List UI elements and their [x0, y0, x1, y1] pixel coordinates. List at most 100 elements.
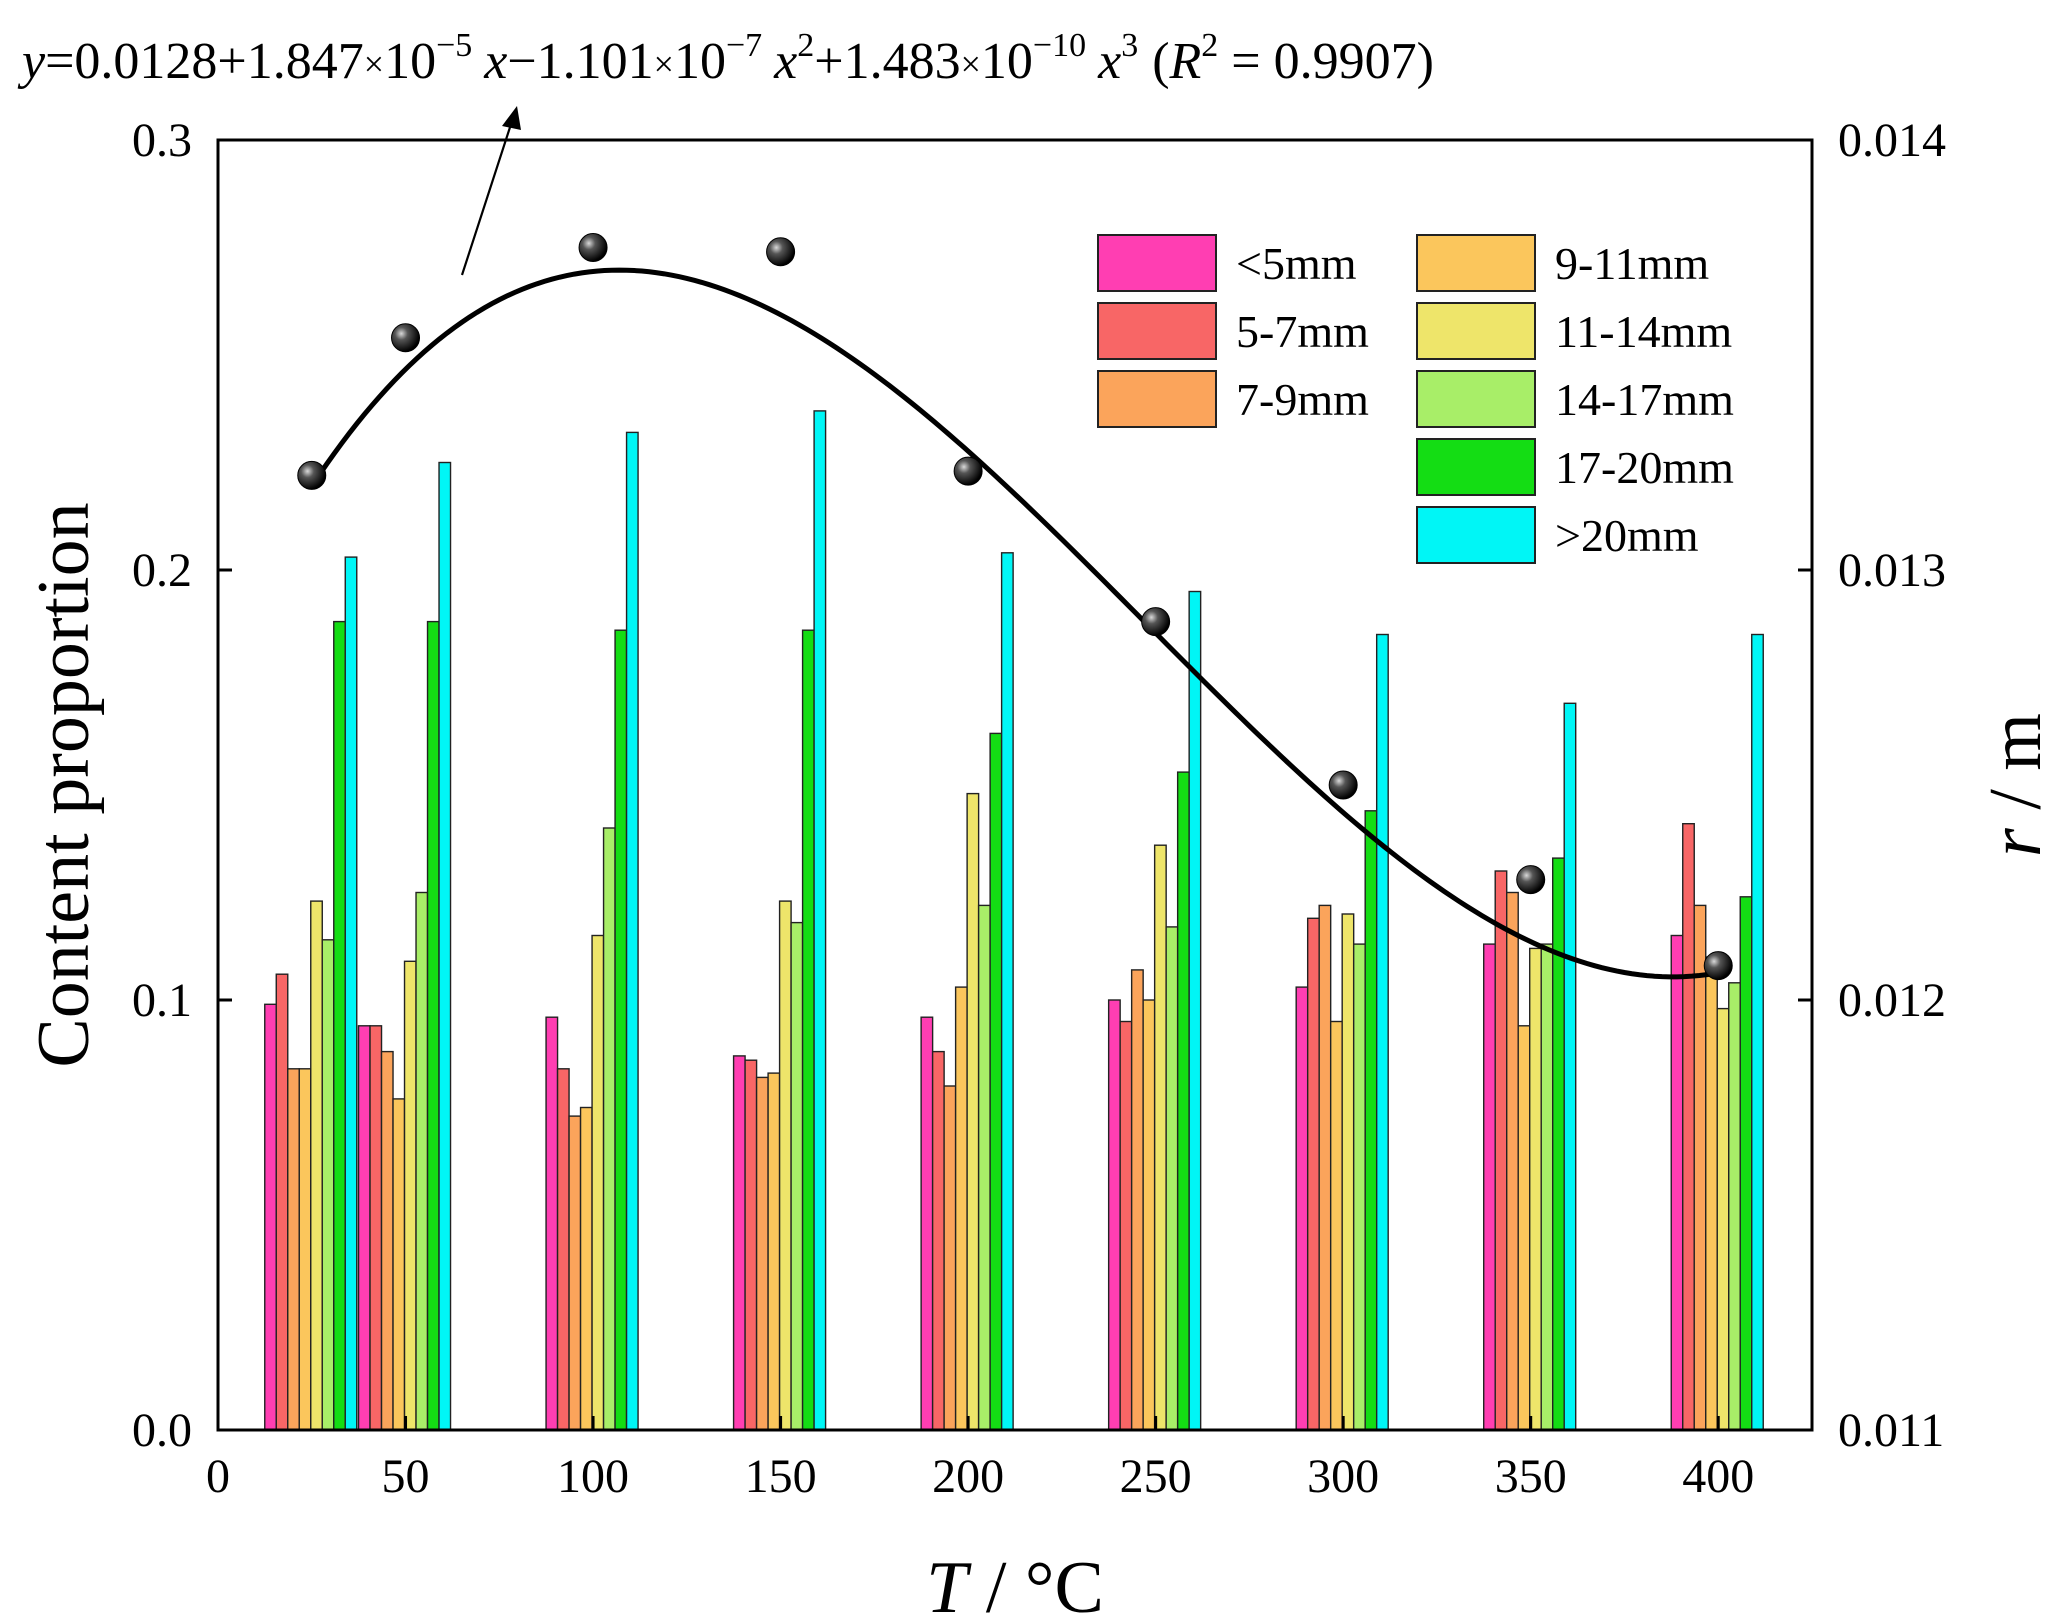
bar — [1107, 999, 1121, 1431]
eq-times-3: × — [961, 44, 981, 84]
bar — [426, 620, 440, 1431]
legend: <5mm 5-7mm 7-9mm 9-11mm 11-14mm 14-17mm 17-20m… — [1097, 234, 1734, 564]
bar — [1682, 823, 1695, 1431]
bar — [943, 1085, 957, 1431]
bar — [1329, 1020, 1343, 1431]
eq-y: y — [17, 33, 46, 90]
r-point — [1703, 951, 1733, 981]
bar — [310, 900, 323, 1431]
bar — [732, 1055, 746, 1431]
bar — [602, 827, 616, 1431]
r-point — [578, 233, 608, 262]
eq-exp-2: −7 — [726, 27, 762, 64]
bar — [977, 904, 991, 1431]
bar — [568, 1115, 582, 1431]
bar — [1176, 771, 1190, 1431]
r-point — [1516, 865, 1546, 895]
eq-r-open: ( — [1152, 33, 1169, 90]
y2-tick-label: 0.011 — [1838, 1404, 1944, 1457]
r-point — [1328, 770, 1358, 800]
y2-tick-label: 0.013 — [1838, 544, 1946, 597]
r-point — [766, 237, 796, 267]
eq-times-2: × — [654, 44, 674, 84]
bar — [1142, 999, 1156, 1431]
bar — [744, 1059, 758, 1431]
eq-sq: 2 — [797, 27, 814, 64]
bar — [1739, 896, 1753, 1431]
bar — [1153, 844, 1167, 1431]
eq-x-3: x — [1097, 33, 1121, 90]
x-axis-title: T / °C — [926, 1547, 1104, 1620]
bar — [801, 629, 815, 1431]
eq-R-sq: 2 — [1201, 27, 1218, 64]
x-tick-label: 100 — [557, 1450, 629, 1503]
x-tick-label: 200 — [932, 1450, 1004, 1503]
bar — [790, 921, 804, 1431]
bar — [392, 1098, 406, 1431]
r-point — [953, 456, 983, 486]
bar — [1552, 857, 1565, 1431]
legend-swatch — [1097, 234, 1217, 292]
bar — [1529, 947, 1542, 1431]
legend-label: 5-7mm — [1236, 306, 1369, 357]
bar — [767, 1072, 781, 1431]
y-tick-label: 0.3 — [132, 114, 192, 167]
bar — [344, 556, 358, 1431]
ticks-layer: 0 50 100 150 200 250 300 350 400 0.0 0.1 0.2 0.3 0.01… — [132, 114, 1946, 1503]
y-tick-label: 0.2 — [132, 544, 192, 597]
bar — [625, 431, 639, 1431]
y-tick-label: 0.1 — [132, 974, 192, 1027]
fit-equation: y=0.0128+1.847×10−5 x−1.101×10−7 x2+1.483×… — [17, 27, 1434, 90]
bar — [989, 732, 1003, 1431]
bar — [1375, 633, 1389, 1431]
eq-x-1: x — [483, 33, 507, 90]
bar — [931, 1050, 945, 1431]
bar — [1705, 956, 1718, 1431]
legend-swatch — [1416, 370, 1536, 428]
bar — [357, 1025, 371, 1431]
bar — [403, 960, 417, 1431]
bars-layer — [264, 410, 1764, 1431]
eq-lhs: =0.0128+1.847 — [45, 33, 364, 90]
legend-label: 14-17mm — [1555, 374, 1734, 425]
eq-ten-3: 10 — [981, 33, 1033, 90]
x-tick-label: 50 — [382, 1450, 430, 1503]
r-point — [297, 460, 327, 490]
bar — [556, 1068, 570, 1431]
legend-swatch — [1416, 302, 1536, 360]
eq-times-1: × — [364, 44, 384, 84]
bar — [264, 1003, 277, 1431]
bar — [1540, 943, 1554, 1431]
bar — [591, 934, 605, 1431]
bar — [1130, 969, 1144, 1431]
bar — [369, 1025, 383, 1431]
y2-tick-label: 0.014 — [1838, 114, 1946, 167]
bar — [415, 891, 429, 1431]
eq-R: R — [1169, 33, 1202, 90]
x-tick-label: 400 — [1682, 1450, 1754, 1503]
bar — [1751, 633, 1764, 1431]
bar — [1563, 702, 1577, 1431]
bar — [333, 620, 346, 1431]
eq-exp-3: −10 — [1033, 27, 1086, 64]
eq-ten-2: 10 — [674, 33, 726, 90]
equation-arrow — [460, 106, 521, 276]
bar — [1341, 913, 1355, 1431]
legend-label: <5mm — [1236, 238, 1357, 289]
bar — [1119, 1020, 1133, 1431]
legend-label: >20mm — [1555, 510, 1699, 561]
legend-swatch — [1416, 438, 1536, 496]
legend-label: 7-9mm — [1236, 374, 1369, 425]
eq-r-rest: = 0.9907) — [1218, 33, 1434, 90]
bar — [1728, 982, 1741, 1431]
legend-label: 11-14mm — [1555, 306, 1732, 357]
bar — [298, 1068, 312, 1431]
legend-swatch — [1097, 302, 1217, 360]
bar — [1693, 904, 1707, 1431]
y-tick-label: 0.0 — [132, 1404, 192, 1457]
bar — [1306, 917, 1320, 1431]
bar — [438, 461, 452, 1431]
bar — [1318, 904, 1332, 1431]
eq-exp-1: −5 — [436, 27, 472, 64]
